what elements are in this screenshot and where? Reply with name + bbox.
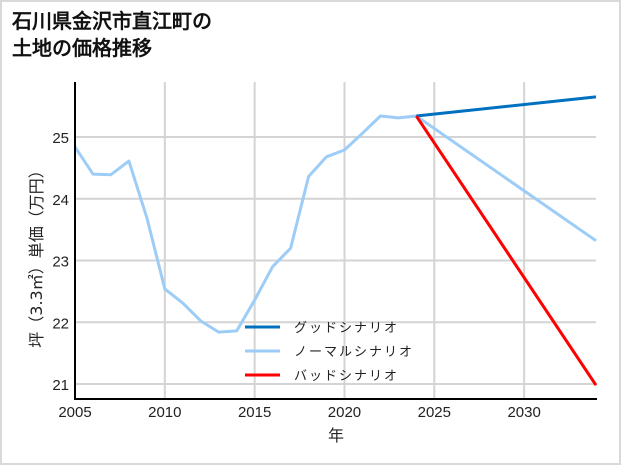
axes [74, 82, 597, 400]
legend-label-good: グッドシナリオ [294, 321, 399, 336]
x-tick-labels: 2005 2010 2015 2020 2025 2030 [58, 404, 541, 421]
x-tick-label: 2005 [58, 404, 91, 421]
y-tick-label: 25 [52, 130, 69, 147]
x-axis-label: 年 [328, 426, 344, 445]
y-tick-label: 24 [52, 192, 69, 209]
chart-title-line-1: 石川県金沢市直江町の [12, 9, 212, 33]
y-tick-label: 21 [52, 377, 69, 394]
x-tick-label: 2010 [148, 404, 181, 421]
x-tick-label: 2020 [328, 404, 361, 421]
y-axis-label: 坪（3.3㎡）単価（万円） [27, 162, 46, 347]
x-tick-label: 2030 [507, 404, 540, 421]
x-tick-label: 2025 [418, 404, 451, 421]
y-tick-label: 22 [52, 315, 69, 332]
series-line-bad-scenario [415, 115, 598, 387]
legend-label-bad: バッドシナリオ [294, 369, 399, 384]
y-tick-label: 23 [52, 254, 69, 271]
y-tick-labels: 21 22 23 24 25 [52, 130, 69, 394]
grid-lines [75, 82, 596, 399]
chart-title-line-2: 土地の価格推移 [12, 36, 152, 60]
series-line-normal-scenario [73, 114, 597, 334]
x-tick-label: 2015 [238, 404, 271, 421]
series-lines [73, 95, 598, 387]
series-line-good-scenario [416, 95, 597, 118]
chart-title: 石川県金沢市直江町の 土地の価格推移 [12, 8, 212, 62]
legend-label-normal: ノーマルシナリオ [294, 345, 414, 360]
